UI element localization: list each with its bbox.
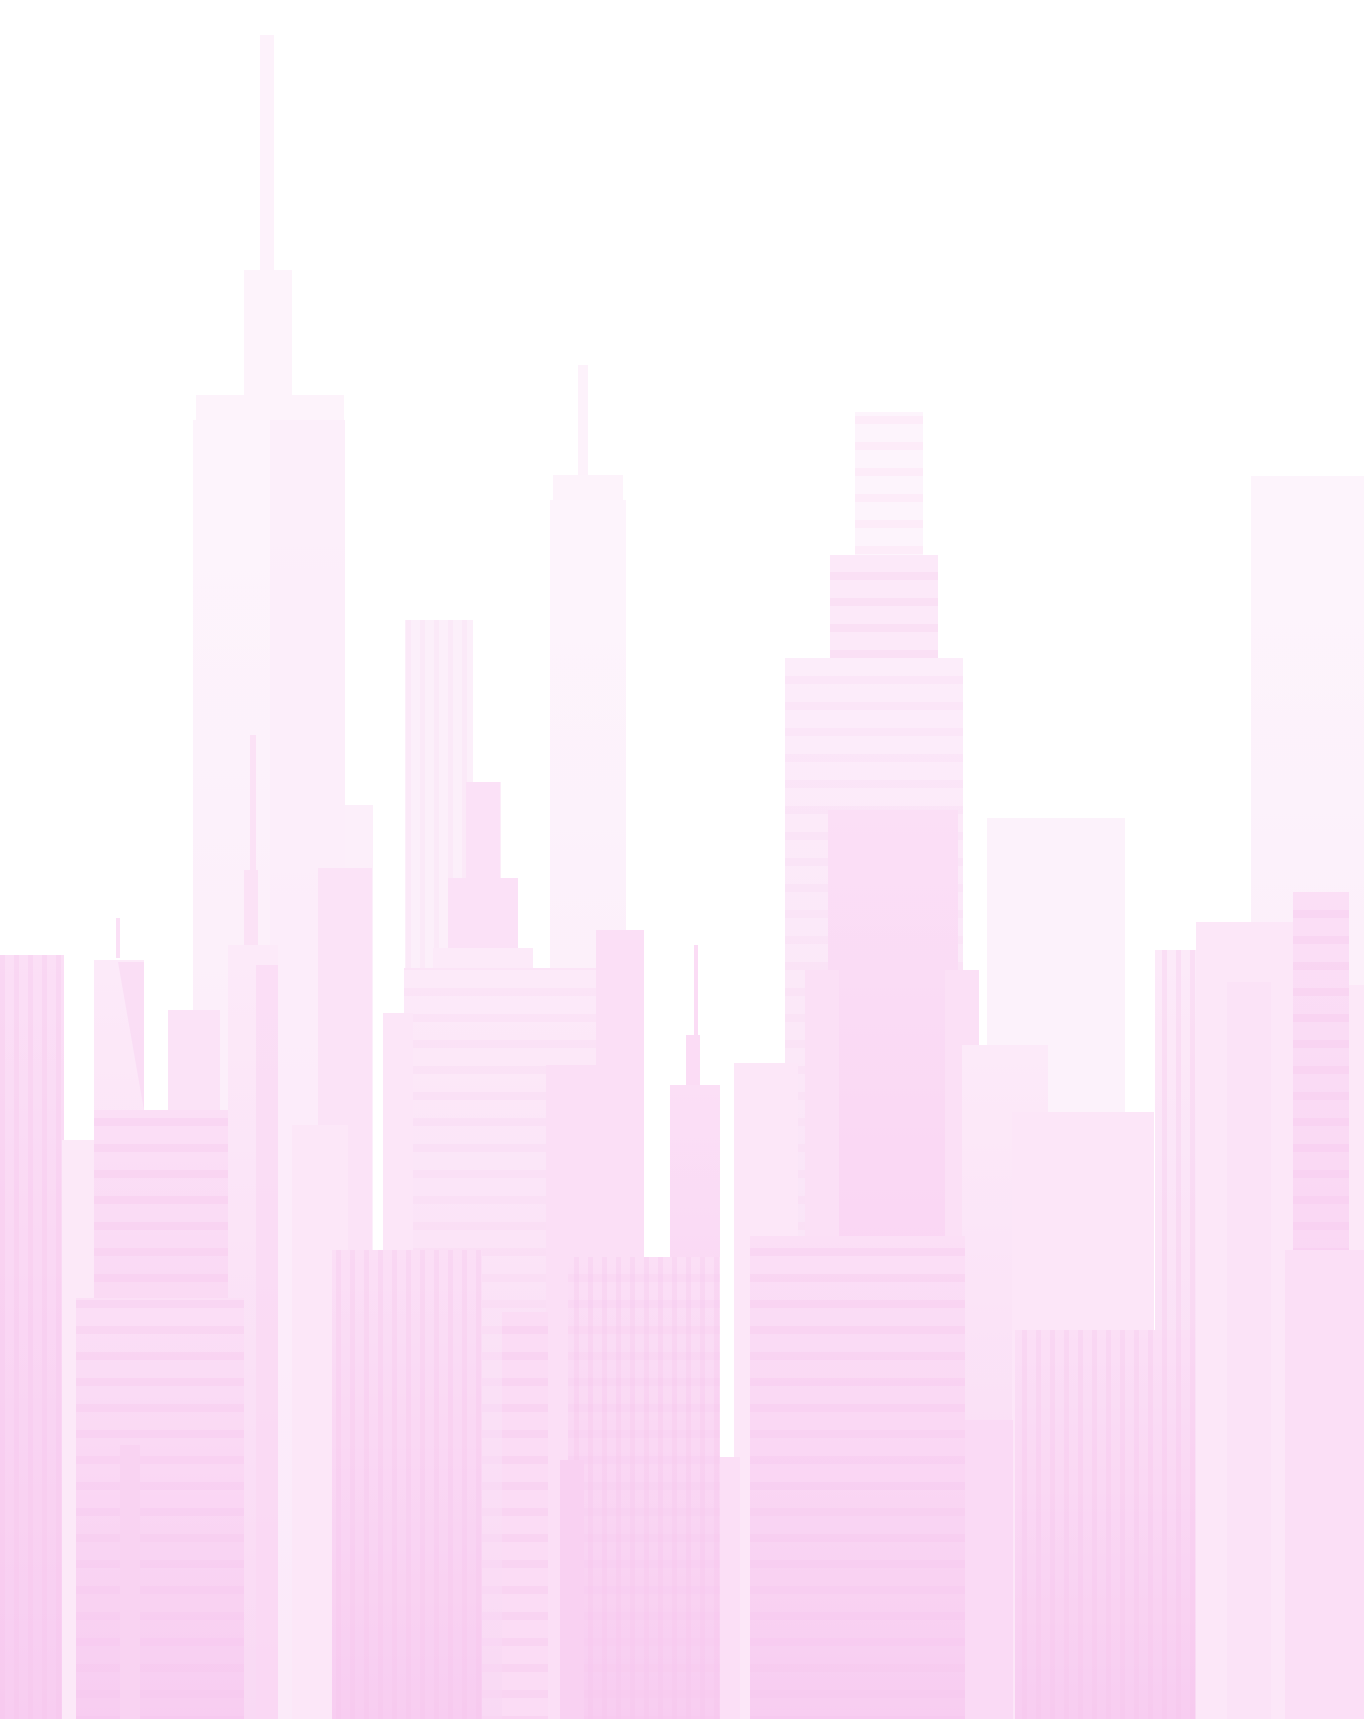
far-stepped-tower <box>855 412 923 562</box>
near-buildings <box>76 1236 1364 1719</box>
far-tower-spire-center <box>578 365 588 485</box>
